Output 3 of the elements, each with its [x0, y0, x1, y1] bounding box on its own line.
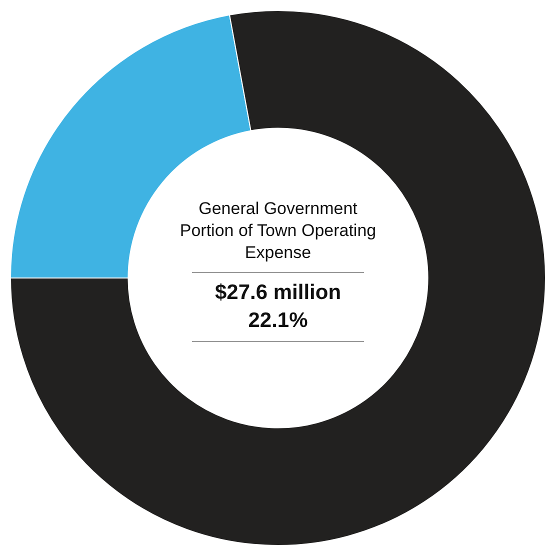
text: General Government Portion of Town Operating Expense: [178, 198, 378, 264]
text: 22.1%: [247, 308, 309, 334]
text: $27.6 million: [214, 280, 342, 306]
